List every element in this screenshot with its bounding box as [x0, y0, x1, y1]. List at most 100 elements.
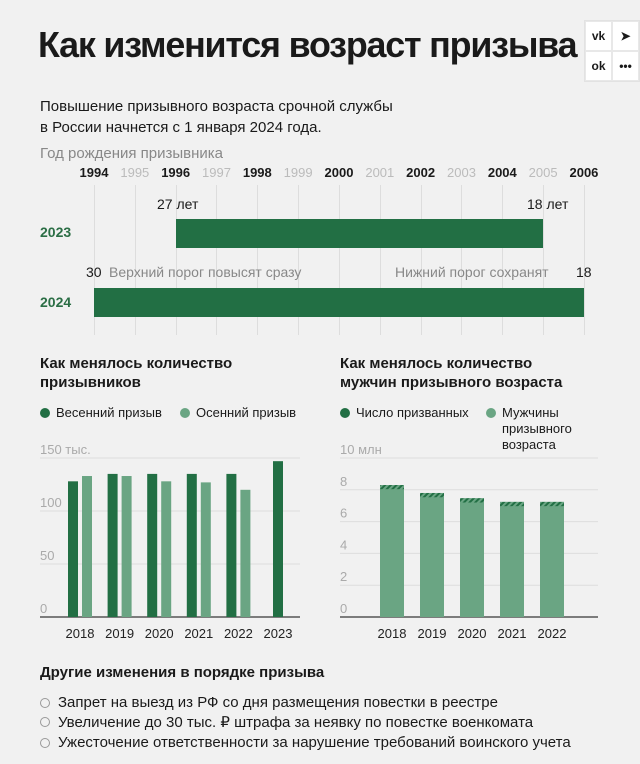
age-range-bar-2024: [94, 288, 584, 317]
legend-spring: Весенний призыв: [40, 405, 162, 421]
subtitle-line: Повышение призывного возраста срочной сл…: [40, 98, 393, 115]
chart2: 0 2 4 6 8 10 млн 2018 2019 2020 2021 2022: [340, 442, 598, 641]
telegram-icon[interactable]: ➤: [612, 21, 639, 51]
legend-men: Мужчины призывного возраста: [486, 405, 572, 453]
year-tick: 2004: [487, 165, 517, 180]
y-tick-label: 4: [340, 537, 347, 552]
x-tick-label: 2020: [145, 626, 174, 641]
row-label-2023: 2023: [40, 224, 72, 240]
y-tick-label: 100: [40, 495, 62, 510]
subtitle-line: в России начнется с 1 января 2024 года.: [40, 119, 322, 136]
gridline: [298, 185, 300, 335]
gridline: [216, 185, 218, 335]
year-tick: 1998: [242, 165, 272, 180]
bar-conscripted: [420, 492, 444, 498]
bar-men: [500, 501, 524, 617]
note-lower: Нижний порог сохранят: [395, 264, 549, 280]
list-item: Запрет на выезд из РФ со дня размещения …: [40, 694, 498, 711]
x-tick-label: 2022: [224, 626, 253, 641]
bar-spring: [68, 481, 78, 617]
note-30: 30: [86, 264, 102, 280]
bar-men: [460, 498, 484, 617]
bar-men: [380, 485, 404, 617]
year-tick: 1996: [161, 165, 191, 180]
ok-icon[interactable]: ok: [585, 51, 612, 81]
bullet-icon: [40, 697, 50, 708]
chart2-title: Как менялось количество мужчин призывног…: [340, 355, 563, 391]
gridline: [134, 185, 136, 335]
list-item: Ужесточение ответственности за нарушение…: [40, 734, 571, 751]
year-tick: 1995: [120, 165, 150, 180]
gridline: [257, 185, 259, 335]
bar-spring: [226, 473, 237, 617]
x-tick-label: 2020: [458, 626, 487, 641]
bar-autumn: [200, 482, 211, 617]
bar-conscripted: [460, 498, 484, 503]
legend-conscripted: Число призванных: [340, 405, 469, 421]
bar-spring: [273, 461, 283, 617]
y-tick-label: 150 тыс.: [40, 442, 91, 457]
year-tick: 2005: [528, 165, 558, 180]
share-panel: vk ➤ ok •••: [584, 20, 640, 82]
bar-autumn: [240, 489, 251, 617]
x-tick-label: 2021: [184, 626, 213, 641]
subtitle: Повышение призывного возраста срочной сл…: [40, 96, 440, 138]
year-tick: 1997: [202, 165, 231, 180]
bar-men: [420, 492, 444, 617]
bar-spring: [186, 473, 197, 617]
legend-autumn: Осенний призыв: [180, 405, 296, 421]
note-18: 18 лет: [527, 196, 569, 212]
gridline: [420, 185, 422, 335]
vk-icon[interactable]: vk: [585, 21, 612, 51]
year-tick: 2000: [324, 165, 354, 180]
page-title: Как изменится возраст призыва: [38, 24, 578, 65]
bullet-icon: [40, 737, 50, 748]
gridline: [461, 185, 463, 335]
year-tick: 2003: [447, 165, 476, 180]
chart1-title: Как менялось количество призывников: [40, 355, 233, 391]
bar-conscripted: [540, 501, 564, 507]
more-icon[interactable]: •••: [612, 51, 639, 81]
gridline: [379, 185, 381, 335]
x-tick-label: 2019: [105, 626, 134, 641]
bar-autumn: [121, 476, 132, 617]
y-tick-label: 8: [340, 474, 347, 489]
gridline: [338, 185, 340, 335]
note-27: 27 лет: [157, 196, 199, 212]
x-tick-label: 2019: [418, 626, 447, 641]
y-tick-label: 0: [40, 601, 47, 616]
y-tick-label: 0: [340, 601, 347, 616]
y-tick-label: 50: [40, 548, 54, 563]
gridline: [583, 185, 585, 335]
bar-autumn: [161, 481, 172, 617]
row-label-2024: 2024: [40, 294, 72, 310]
year-tick: 2006: [569, 165, 599, 180]
bar-spring: [147, 473, 158, 617]
gridline: [94, 185, 95, 335]
y-tick-label: 10 млн: [340, 442, 382, 457]
y-tick-label: 2: [340, 569, 347, 584]
x-tick-label: 2022: [538, 626, 567, 641]
note-upper: Верхний порог повысят сразу: [109, 264, 302, 280]
x-tick-label: 2023: [264, 626, 293, 641]
year-tick: 2002: [406, 165, 436, 180]
y-tick-label: 6: [340, 506, 347, 521]
gridline: [543, 185, 545, 335]
other-changes-title: Другие изменения в порядке призыва: [40, 664, 325, 681]
gridline: [502, 185, 504, 335]
bar-spring: [107, 473, 118, 617]
birth-year-axis-label: Год рождения призывника: [40, 145, 224, 162]
year-tick: 1994: [79, 165, 109, 180]
x-tick-label: 2018: [66, 626, 95, 641]
year-tick: 1999: [283, 165, 313, 180]
note-18b: 18: [576, 264, 592, 280]
list-item: Увеличение до 30 тыс. ₽ штрафа за неявку…: [40, 713, 533, 731]
chart1: 0 50 100 150 тыс. 2018 2019 2020 2021 2022 2023: [40, 442, 300, 641]
age-range-bar-2023: [175, 219, 544, 248]
x-tick-label: 2018: [378, 626, 407, 641]
bar-conscripted: [500, 501, 524, 507]
bar-men: [540, 501, 564, 617]
bar-autumn: [82, 476, 92, 617]
bar-conscripted: [380, 485, 404, 490]
gridline: [175, 185, 177, 335]
